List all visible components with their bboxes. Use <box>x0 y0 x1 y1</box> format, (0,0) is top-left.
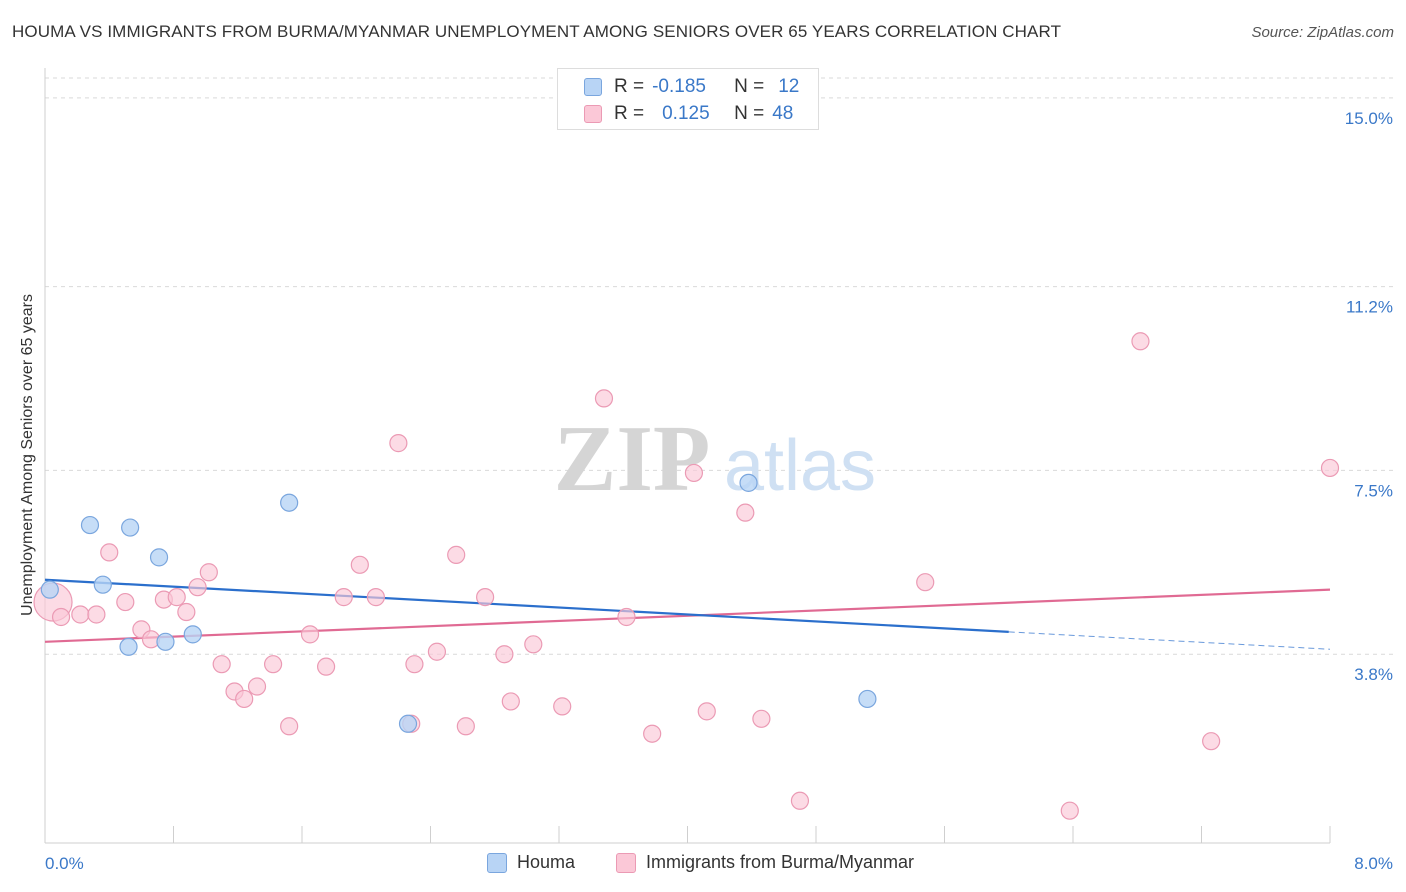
data-point-burma <box>447 545 466 564</box>
y-tick-label: 15.0% <box>1345 109 1393 128</box>
data-point-burma <box>1320 458 1340 478</box>
data-point-burma <box>177 602 196 622</box>
data-point-burma <box>389 434 408 453</box>
data-point-burma <box>553 697 572 716</box>
data-point-burma <box>188 578 207 597</box>
data-point-burma <box>524 635 543 654</box>
data-point-burma <box>790 791 810 810</box>
data-point-houma <box>280 493 299 512</box>
r-label: R = <box>614 103 645 124</box>
burma-swatch <box>584 105 602 123</box>
watermark: ZIP atlas <box>554 407 876 511</box>
y-tick-label: 11.2% <box>1346 298 1393 317</box>
data-point-burma <box>752 709 771 728</box>
data-point-burma <box>334 588 353 607</box>
data-point-burma <box>350 555 369 574</box>
legend-row-houma: R = -0.185 N = 12 <box>584 75 799 99</box>
data-point-burma <box>51 607 71 627</box>
data-point-burma <box>263 655 283 674</box>
burma-swatch <box>616 852 636 873</box>
data-point-burma <box>495 645 514 664</box>
data-point-houma <box>739 473 758 492</box>
x-tick-label: 8.0% <box>1354 854 1393 873</box>
n-value: 48 <box>772 103 794 124</box>
data-point-burma <box>167 588 186 607</box>
data-point-burma <box>643 724 662 743</box>
n-value: 12 <box>778 76 800 97</box>
data-point-burma <box>405 655 424 674</box>
watermark-atlas: atlas <box>724 426 876 506</box>
chart-title: HOUMA VS IMMIGRANTS FROM BURMA/MYANMAR U… <box>12 22 1062 41</box>
data-point-houma <box>149 548 169 567</box>
data-point-burma <box>916 573 935 592</box>
data-point-burma <box>594 389 614 408</box>
r-value: -0.185 <box>652 76 706 97</box>
houma-label: Houma <box>517 852 576 872</box>
data-point-burma <box>736 503 755 522</box>
legend-row-burma: R = 0.125 N = 48 <box>584 102 793 126</box>
data-point-burma <box>456 717 475 736</box>
data-point-burma <box>697 702 716 721</box>
watermark-zip: ZIP <box>554 407 711 511</box>
data-point-houma <box>858 689 877 709</box>
r-label: R = <box>614 76 645 97</box>
data-point-burma <box>1202 732 1221 751</box>
data-point-houma <box>80 515 100 535</box>
r-value: 0.125 <box>662 103 710 124</box>
y-tick-label: 7.5% <box>1354 481 1393 500</box>
data-point-burma <box>199 563 218 582</box>
data-point-houma <box>156 632 175 651</box>
data-point-burma <box>427 642 447 661</box>
x-tick-label: 0.0% <box>45 854 84 873</box>
data-point-burma <box>366 588 385 607</box>
houma-swatch <box>584 78 602 96</box>
bottom-legend-burma: Immigrants from Burma/Myanmar <box>616 852 914 873</box>
axes <box>44 68 1331 844</box>
trend-line-burma <box>44 588 1331 643</box>
trend-line-houma-extension <box>1008 631 1331 650</box>
data-point-houma <box>398 714 418 733</box>
data-point-houma <box>121 518 140 537</box>
correlation-legend: R = -0.185 N = 12 R = 0.125 N = 48 <box>557 68 819 130</box>
data-point-burma <box>247 677 267 696</box>
data-points <box>33 332 1340 820</box>
data-point-burma <box>316 657 336 676</box>
source-label: Source: ZipAtlas.com <box>1251 24 1394 41</box>
data-point-burma <box>476 588 495 607</box>
data-point-burma <box>100 543 119 562</box>
data-point-burma <box>212 655 231 674</box>
data-point-houma <box>183 625 202 644</box>
data-point-burma <box>684 463 704 483</box>
bottom-legend-houma: Houma <box>487 852 575 873</box>
n-label: N = <box>734 76 765 97</box>
data-point-burma <box>1131 332 1150 351</box>
data-point-burma <box>71 605 90 624</box>
data-point-burma <box>501 692 520 711</box>
grid-lines <box>45 77 1395 655</box>
tick-labels: 3.8% 7.5% 11.2% 15.0% 0.0% 8.0% <box>45 109 1393 873</box>
data-point-burma <box>617 607 636 627</box>
data-point-burma <box>1060 801 1079 820</box>
data-point-burma <box>280 717 299 736</box>
trend-lines <box>44 578 1331 650</box>
houma-swatch <box>487 852 507 873</box>
y-tick-label: 3.8% <box>1354 665 1393 684</box>
burma-label: Immigrants from Burma/Myanmar <box>646 852 915 872</box>
data-point-burma <box>300 625 320 644</box>
data-point-houma <box>40 580 59 599</box>
data-point-burma <box>87 605 106 624</box>
data-point-houma <box>93 575 112 594</box>
data-point-burma <box>235 689 254 709</box>
data-point-houma <box>119 637 138 656</box>
n-label: N = <box>734 103 765 124</box>
data-point-burma <box>116 592 135 612</box>
